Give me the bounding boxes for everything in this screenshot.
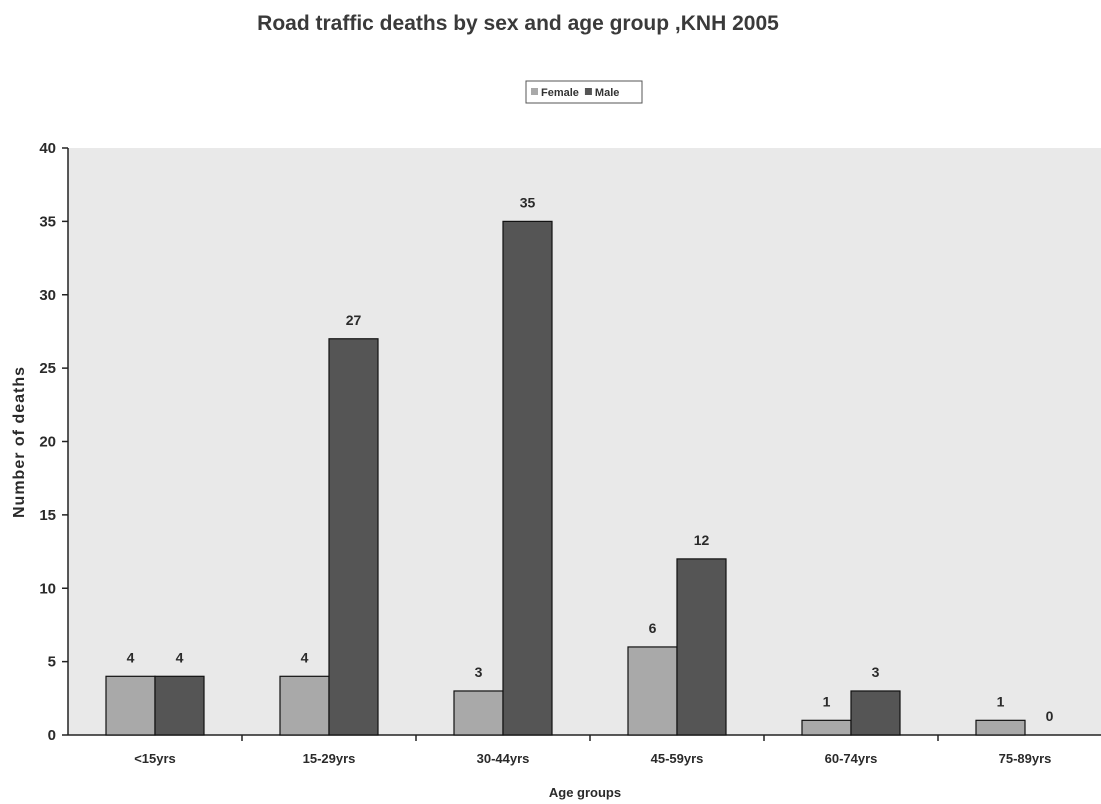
data-label-male: 12 — [694, 532, 710, 548]
x-tick-label: 15-29yrs — [303, 751, 356, 766]
legend-swatch-female — [531, 88, 538, 95]
data-label-male: 0 — [1046, 708, 1054, 724]
bar-female — [453, 690, 504, 736]
bar-female — [105, 675, 156, 736]
data-label-female: 6 — [649, 620, 657, 636]
x-axis: <15yrs 15-29yrs 30-44yrs 45-59yrs 60-74yrs 75… — [68, 734, 1101, 766]
data-label-male: 27 — [346, 312, 362, 328]
bar-female — [975, 719, 1026, 736]
plot-area — [68, 148, 1101, 735]
y-tick-label: 25 — [39, 360, 56, 377]
data-label-female: 4 — [301, 649, 309, 665]
data-label-male: 4 — [176, 649, 184, 665]
data-label-female: 1 — [997, 693, 1005, 709]
x-tick-label: 75-89yrs — [999, 751, 1052, 766]
y-tick-label: 5 — [48, 654, 56, 671]
legend-label-female: Female — [541, 87, 579, 99]
data-label-female: 3 — [475, 664, 483, 680]
bars — [105, 220, 1026, 736]
bar-male — [502, 220, 553, 736]
y-tick-label: 0 — [48, 727, 56, 744]
y-tick-label: 15 — [39, 507, 56, 524]
bar-female — [279, 675, 330, 736]
y-axis: 0 5 10 15 20 25 30 35 40 — [39, 140, 69, 744]
bar-female — [801, 719, 852, 736]
legend-label-male: Male — [595, 87, 619, 99]
x-axis-label: Age groups — [549, 785, 621, 800]
bar-male — [328, 338, 379, 736]
bar-female — [627, 646, 678, 736]
chart-title: Road traffic deaths by sex and age group… — [257, 12, 779, 35]
x-tick-label: 60-74yrs — [825, 751, 878, 766]
x-tick-label: <15yrs — [134, 751, 176, 766]
y-tick-label: 40 — [39, 140, 56, 157]
bar-male — [676, 558, 727, 736]
legend-box — [525, 80, 643, 104]
legend-swatch-male — [584, 88, 592, 95]
x-tick-label: 45-59yrs — [651, 751, 704, 766]
y-axis-label: Number of deaths — [11, 366, 28, 518]
x-tick-label: 30-44yrs — [477, 751, 530, 766]
y-tick-label: 20 — [39, 434, 56, 451]
y-tick-label: 30 — [39, 287, 56, 304]
y-tick-label: 35 — [39, 213, 56, 230]
bar-male — [850, 690, 901, 736]
legend: Female Male — [525, 80, 643, 104]
data-label-female: 4 — [127, 649, 135, 665]
data-label-female: 1 — [823, 693, 831, 709]
data-label-male: 3 — [872, 664, 880, 680]
data-label-male: 35 — [520, 194, 536, 210]
y-tick-label: 10 — [39, 580, 56, 597]
bar-male — [154, 675, 205, 736]
